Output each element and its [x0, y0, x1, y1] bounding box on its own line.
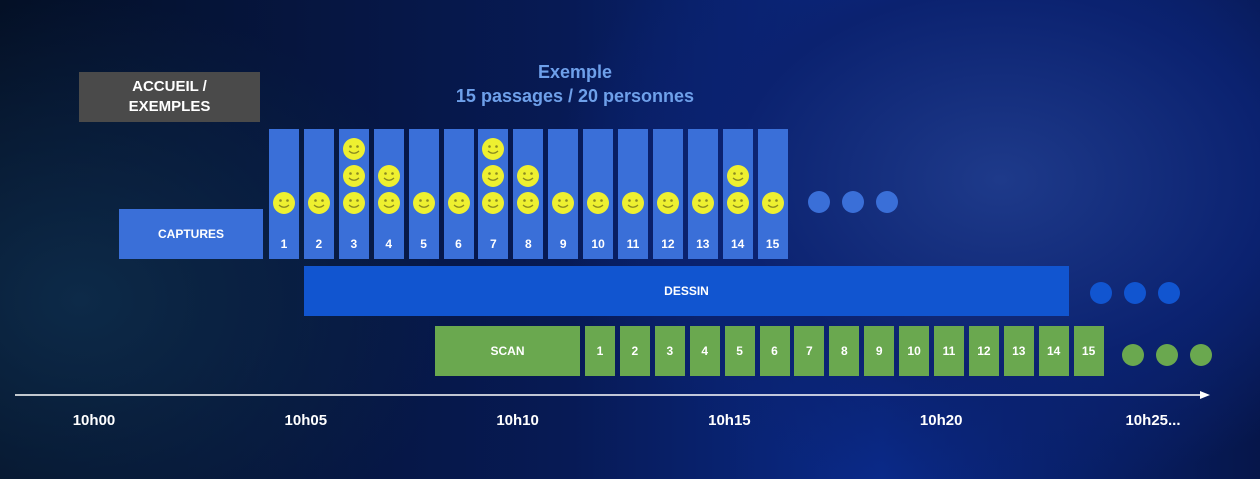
captures-passage-4: 4	[373, 129, 404, 259]
home-button-line-2: EXEMPLES	[128, 98, 211, 115]
captures-passage-number: 12	[661, 237, 675, 251]
smiley-icon	[726, 191, 750, 215]
scan-passage-10: 10	[899, 326, 930, 376]
scan-passage-3: 3	[654, 326, 685, 376]
dessin-stage: DESSIN	[304, 266, 1069, 316]
captures-more-dot-icon	[876, 191, 898, 213]
dessin-more-dot-icon	[1158, 282, 1180, 304]
captures-more-dot-icon	[808, 191, 830, 213]
time-tick-label: 10h15	[708, 412, 751, 429]
smiley-icon	[761, 191, 785, 215]
smiley-icon	[481, 137, 505, 161]
smiley-icon	[656, 191, 680, 215]
captures-passage-15: 15	[757, 129, 788, 259]
smiley-icon	[412, 191, 436, 215]
smiley-icon	[586, 191, 610, 215]
captures-passage-number: 7	[490, 237, 497, 251]
captures-passage-3: 3	[338, 129, 369, 259]
title-line-1: Exemple	[537, 62, 613, 82]
scan-passage-8: 8	[829, 326, 860, 376]
diagram-title: Exemple 15 passages / 20 personnes	[370, 60, 780, 108]
captures-passage-10: 10	[583, 129, 614, 259]
captures-passage-number: 3	[350, 237, 358, 251]
captures-passage-number: 5	[420, 237, 427, 251]
time-tick-label: 10h10	[496, 412, 539, 429]
captures-passage-number: 13	[696, 237, 710, 251]
captures-passage-number: 8	[524, 237, 532, 251]
time-tick-label: 10h00	[72, 412, 116, 429]
time-tick-label: 10h20	[919, 412, 963, 429]
captures-passage-number: 6	[455, 237, 462, 251]
captures-passage-number: 10	[591, 237, 605, 251]
captures-passage-12: 12	[652, 129, 683, 259]
scan-passage-1: 1	[585, 326, 615, 376]
captures-stage: CAPTURES	[119, 209, 263, 259]
time-tick-label: 10h25...	[1125, 412, 1181, 429]
captures-passage-13: 13	[687, 129, 718, 259]
captures-passage-1: 1	[269, 129, 299, 259]
scan-passage-13: 13	[1003, 326, 1034, 376]
scan-passage-11: 11	[934, 326, 964, 376]
scan-passage-6: 6	[759, 326, 790, 376]
smiley-icon	[377, 191, 401, 215]
smiley-icon	[342, 164, 366, 188]
captures-passage-2: 2	[303, 129, 334, 259]
scan-more-dot-icon	[1156, 344, 1178, 366]
smiley-icon	[447, 191, 471, 215]
captures-passage-5: 5	[408, 129, 439, 259]
captures-passage-9: 9	[548, 129, 579, 259]
scan-passage-7: 7	[794, 326, 825, 376]
home-button-line-1: ACCUEIL /	[132, 78, 207, 95]
scan-more-dot-icon	[1190, 344, 1212, 366]
captures-passage-11: 11	[618, 129, 648, 259]
smiley-icon	[481, 191, 505, 215]
smiley-icon	[272, 191, 296, 215]
smiley-icon	[691, 191, 715, 215]
scan-more-dot-icon	[1122, 344, 1144, 366]
captures-passage-number: 15	[765, 237, 780, 251]
smiley-icon	[726, 164, 750, 188]
smiley-icon	[621, 191, 645, 215]
captures-passage-number: 4	[385, 237, 393, 251]
smiley-icon	[307, 191, 331, 215]
dessin-more-dot-icon	[1124, 282, 1146, 304]
dessin-more-dot-icon	[1090, 282, 1112, 304]
smiley-icon	[342, 137, 366, 161]
smiley-icon	[516, 191, 540, 215]
captures-passage-7: 7	[478, 129, 509, 259]
scan-passage-15: 15	[1073, 326, 1104, 376]
smiley-icon	[481, 164, 505, 188]
captures-more-dot-icon	[842, 191, 864, 213]
scan-passage-2: 2	[619, 326, 650, 376]
time-axis-arrow-icon	[1200, 391, 1210, 399]
scan-passage-4: 4	[689, 326, 720, 376]
captures-passage-number: 9	[559, 237, 567, 251]
captures-passage-number: 2	[315, 237, 323, 251]
captures-passage-number: 1	[280, 237, 288, 251]
scan-passage-12: 12	[968, 326, 999, 376]
home-examples-button[interactable]: ACCUEIL / EXEMPLES	[79, 72, 260, 122]
smiley-icon	[377, 164, 401, 188]
captures-passage-number: 14	[731, 237, 745, 251]
scan-passage-14: 14	[1038, 326, 1069, 376]
captures-passage-6: 6	[443, 129, 474, 259]
captures-passage-number: 11	[626, 237, 640, 251]
smiley-icon	[516, 164, 540, 188]
captures-passage-14: 14	[722, 129, 753, 259]
smiley-icon	[342, 191, 366, 215]
scan-passage-9: 9	[864, 326, 895, 376]
smiley-icon	[551, 191, 575, 215]
captures-passage-8: 8	[513, 129, 544, 259]
time-tick-label: 10h05	[284, 412, 328, 429]
scan-passage-5: 5	[724, 326, 755, 376]
title-line-2: 15 passages / 20 personnes	[455, 86, 695, 106]
scan-stage: SCAN	[435, 326, 580, 376]
